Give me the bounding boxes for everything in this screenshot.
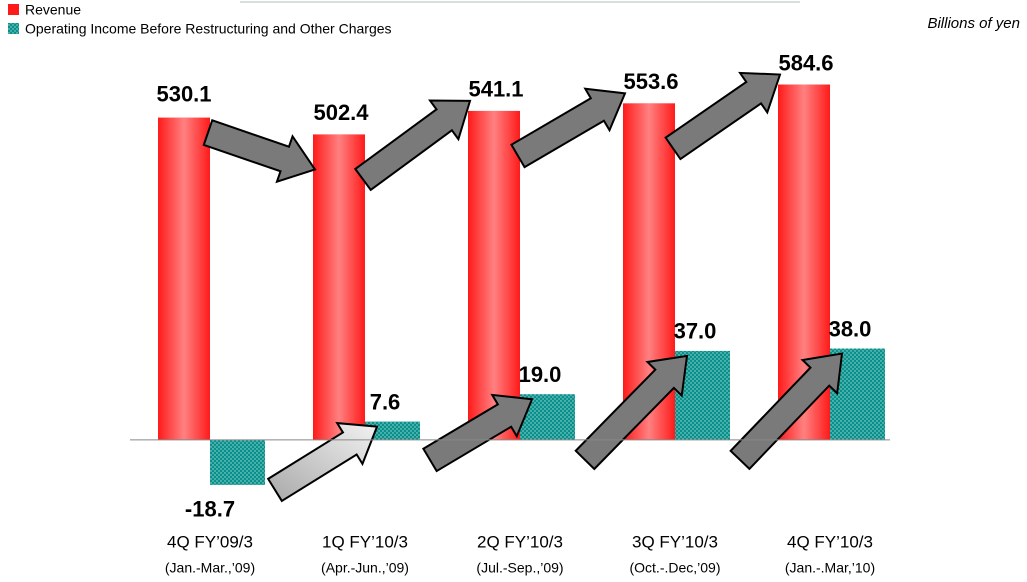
trend-arrow <box>421 393 534 473</box>
bar-pattern <box>210 439 265 485</box>
bar-shine <box>158 117 210 440</box>
x-tick-sublabel: (Jul.-Sep.,’09) <box>476 560 563 576</box>
income-value-label: 19.0 <box>519 362 562 387</box>
income-value-label: 7.6 <box>370 389 401 414</box>
revenue-value-label: 530.1 <box>156 81 211 106</box>
legend-swatch <box>8 4 19 15</box>
x-tick-label: 2Q FY’10/3 <box>477 532 563 551</box>
revenue-value-label: 502.4 <box>313 100 369 125</box>
bar-shine <box>313 134 365 440</box>
bar-shine <box>468 110 520 440</box>
trend-arrow <box>574 354 689 471</box>
trend-arrow <box>664 71 782 161</box>
trend-arrow <box>266 421 379 503</box>
legend-label: Operating Income Before Restructuring an… <box>25 21 392 37</box>
unit-label: Billions of yen <box>927 15 1020 32</box>
income-value-label: 37.0 <box>674 319 717 344</box>
x-tick-sublabel: (Jan.-.Mar,’10) <box>785 560 875 576</box>
trend-arrow <box>202 119 317 184</box>
revenue-value-label: 553.6 <box>623 69 678 94</box>
trend-arrow <box>353 99 472 192</box>
income-value-label: 38.0 <box>829 316 872 341</box>
x-tick-label: 1Q FY’10/3 <box>322 532 408 551</box>
income-value-label: -18.7 <box>185 497 235 522</box>
x-tick-sublabel: (Jan.-Mar.,’09) <box>165 560 255 576</box>
trend-arrow <box>510 87 627 169</box>
revenue-value-label: 541.1 <box>468 77 523 102</box>
x-tick-sublabel: (Oct.-.Dec,’09) <box>629 560 720 576</box>
legend-label: Revenue <box>25 2 81 18</box>
x-tick-label: 3Q FY’10/3 <box>632 532 718 551</box>
legend-swatch-pattern <box>8 23 19 34</box>
revenue-value-label: 584.6 <box>778 50 833 75</box>
x-tick-label: 4Q FY’10/3 <box>787 532 873 551</box>
bar-pattern <box>365 421 420 440</box>
x-tick-label: 4Q FY’09/3 <box>167 532 253 551</box>
x-tick-sublabel: (Apr.-Jun.,’09) <box>321 560 409 576</box>
